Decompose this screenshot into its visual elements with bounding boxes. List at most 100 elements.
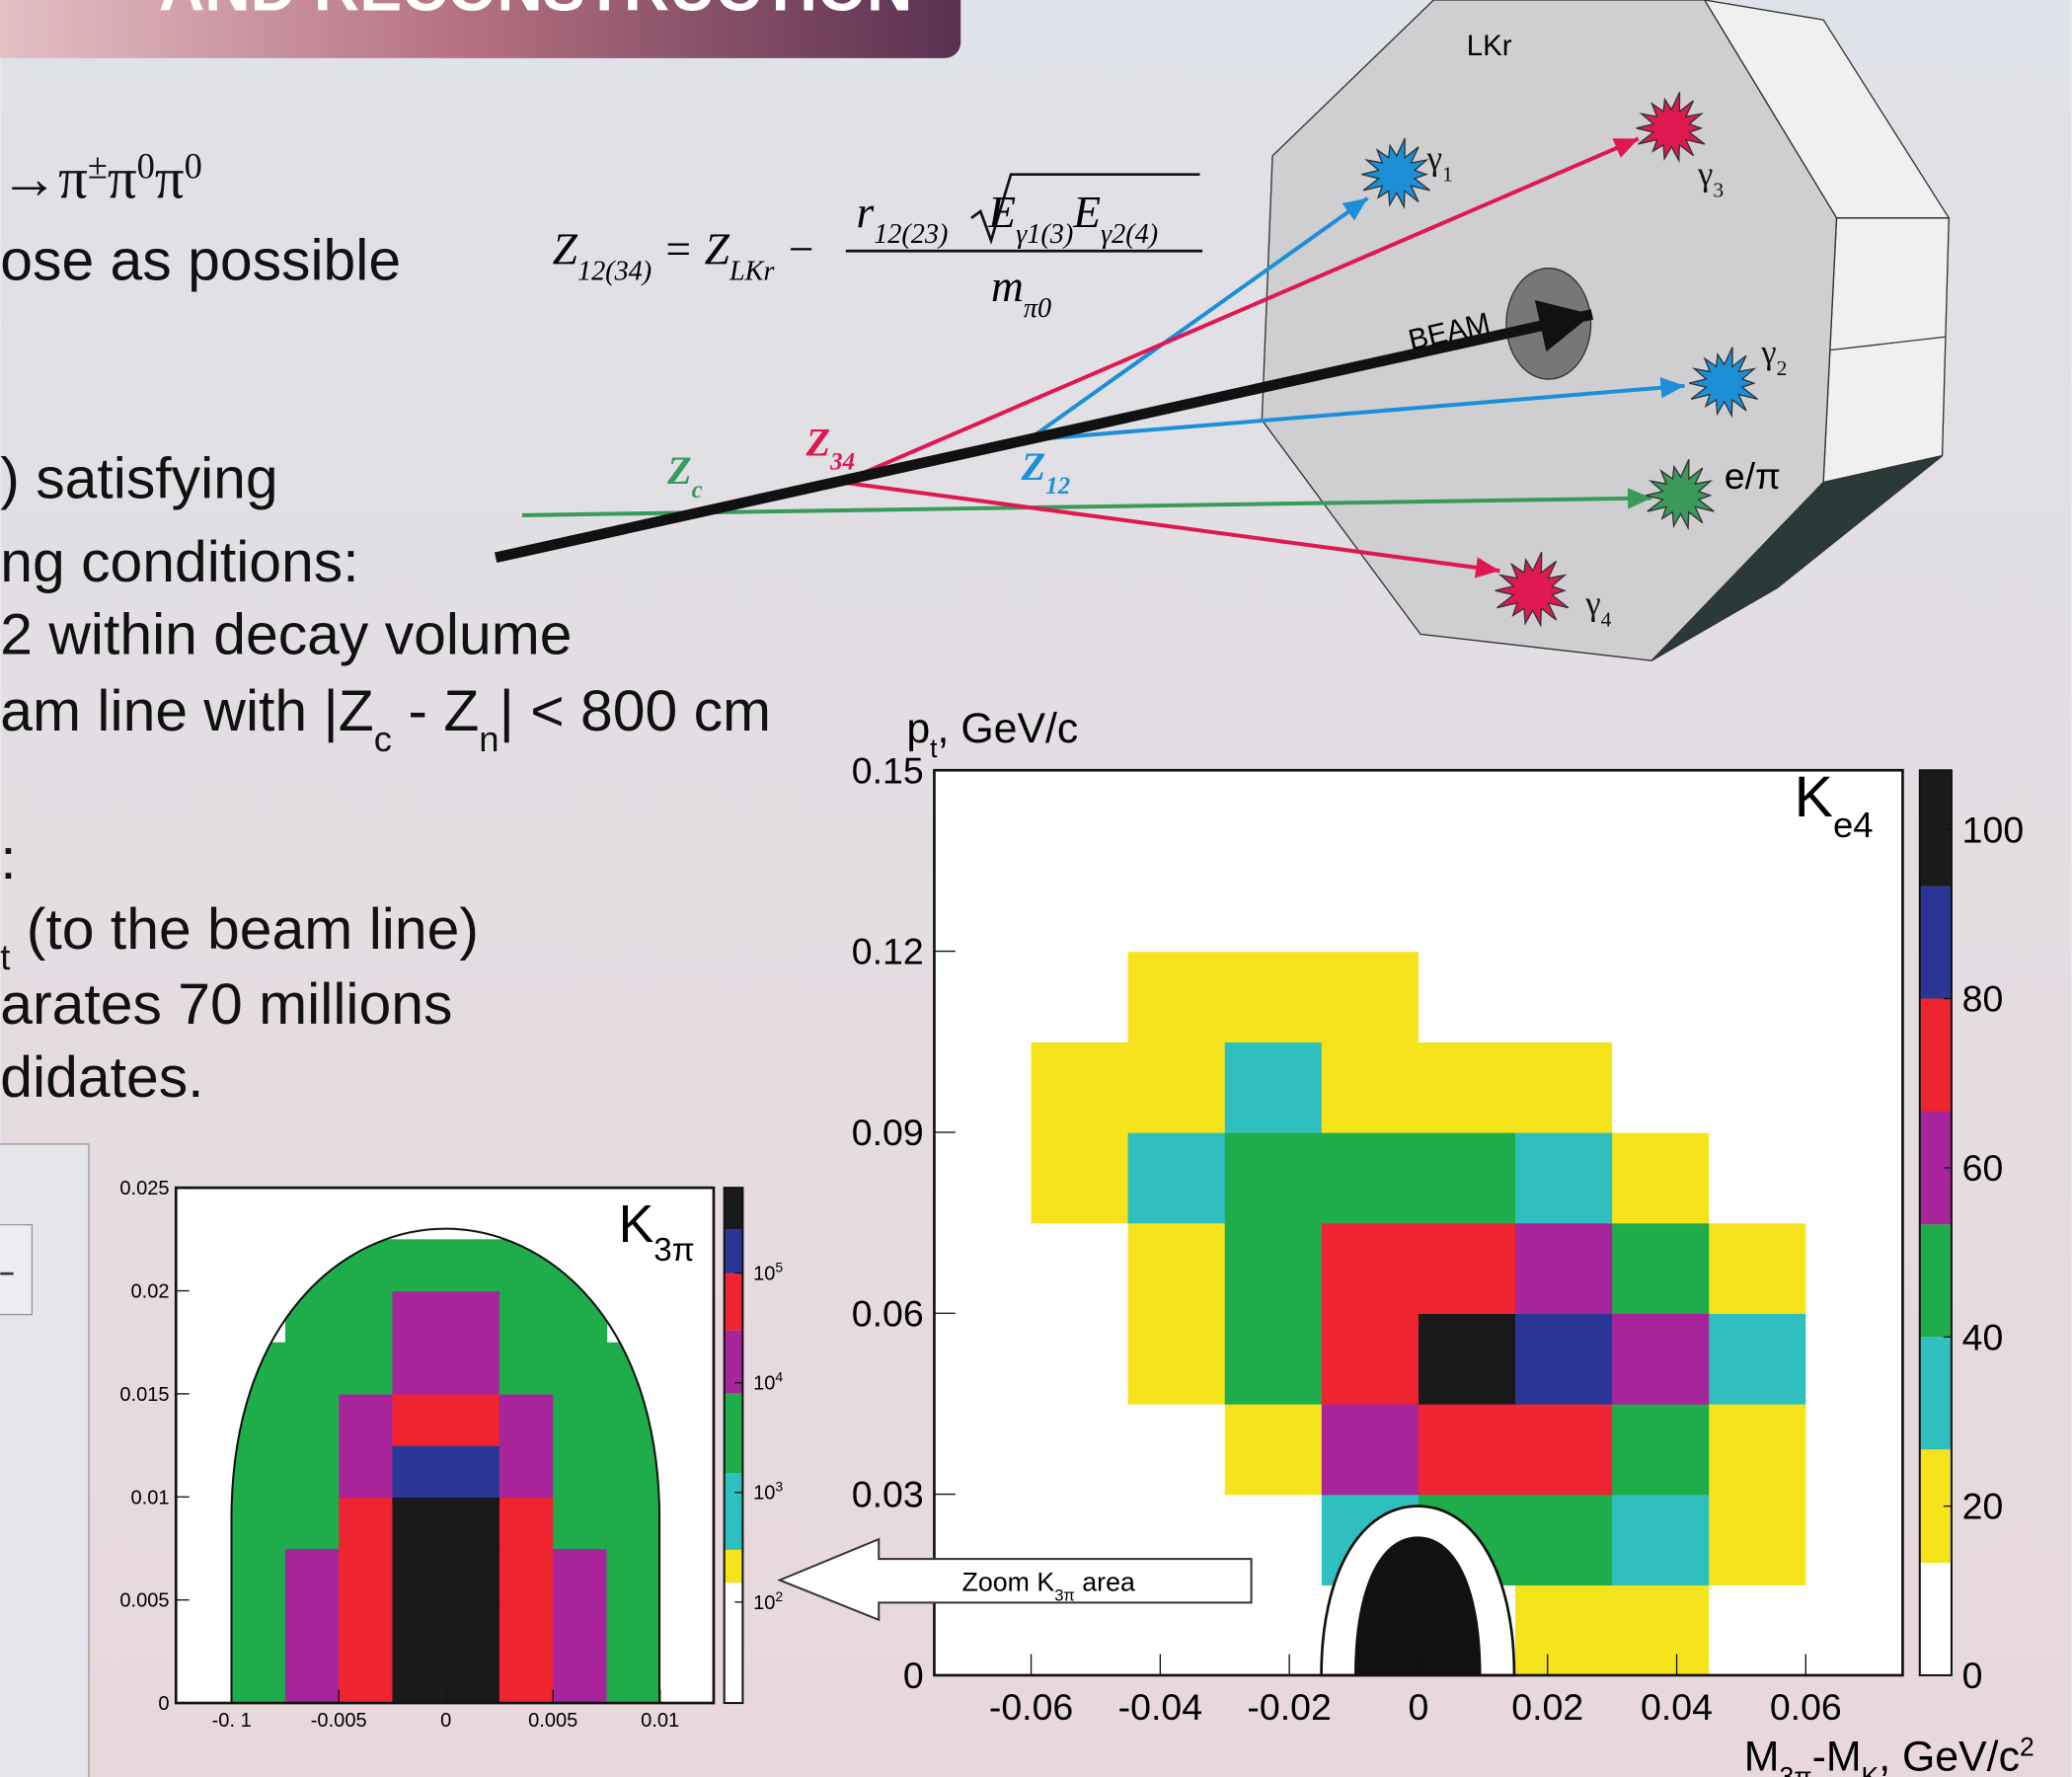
heatmap-cell xyxy=(1709,1132,1806,1223)
heatmap-cell xyxy=(1805,1132,1903,1223)
colorbar-label-base: 10 xyxy=(753,1592,775,1614)
heatmap-cell xyxy=(1225,1404,1323,1495)
y-tick-label: 0 xyxy=(158,1693,169,1715)
x-tick-label: -0.04 xyxy=(1118,1686,1202,1728)
colorbar-band xyxy=(1920,887,1952,999)
heatmap-cell xyxy=(1805,1584,1903,1675)
heatmap-cell xyxy=(499,1652,554,1704)
heatmap-cell xyxy=(232,1445,286,1498)
heatmap-cell xyxy=(1612,1223,1710,1314)
heatmap-cell xyxy=(606,1548,660,1600)
heatmap-cell xyxy=(392,1497,446,1549)
text-segment: 3 xyxy=(1713,178,1724,201)
heatmap-cell xyxy=(446,1445,500,1498)
colorbar-label-exp: 5 xyxy=(775,1260,783,1275)
text-segment: E xyxy=(1072,187,1101,237)
colorbar-band xyxy=(725,1229,743,1273)
heatmap-cell xyxy=(1322,1132,1420,1223)
heatmap-cell xyxy=(1032,1042,1129,1132)
heatmap-cell xyxy=(446,1497,500,1549)
colorbar-band xyxy=(1920,999,1952,1112)
text-segment: M xyxy=(1744,1733,1780,1777)
y-tick-label: 0.06 xyxy=(852,1292,924,1334)
heatmap-cell xyxy=(1322,952,1420,1043)
detector-label: LKr xyxy=(1467,30,1512,62)
heatmap-cell xyxy=(339,1291,393,1344)
heatmap-cell xyxy=(1419,1223,1516,1314)
heatmap-cell xyxy=(499,1291,554,1344)
heatmap-cell xyxy=(1515,1223,1613,1314)
y-tick-label: 0.01 xyxy=(131,1487,170,1508)
colorbar-label: 20 xyxy=(1962,1486,2004,1527)
heatmap-cell xyxy=(1709,1495,1806,1585)
x-tick-label: 0.02 xyxy=(1511,1686,1583,1728)
text-segment: : xyxy=(0,827,16,891)
y-tick-label: 0 xyxy=(903,1655,924,1696)
heatmap-cell xyxy=(1612,1404,1710,1495)
heatmap-cell xyxy=(553,1343,607,1395)
heatmap-cell xyxy=(1322,1042,1420,1132)
heatmap-cell xyxy=(285,1497,340,1549)
heatmap-cell xyxy=(553,1600,607,1653)
text-segment: K xyxy=(1862,1761,1880,1777)
heatmap-cell xyxy=(553,1497,607,1549)
heatmap-cell xyxy=(1032,770,1129,861)
colorbar-label-base: 10 xyxy=(753,1264,775,1285)
colorbar-label: 60 xyxy=(1962,1147,2004,1189)
heatmap-cell xyxy=(1032,952,1129,1043)
text-segment: π xyxy=(108,147,137,211)
heatmap-cell xyxy=(1515,861,1613,952)
x-tick-label: 0.01 xyxy=(641,1710,679,1732)
heatmap-cell xyxy=(392,1394,446,1446)
text-segment: 1 xyxy=(1442,162,1453,186)
heatmap-cell xyxy=(1419,861,1516,952)
text-segment: γ xyxy=(1697,154,1713,193)
heatmap-cell xyxy=(339,1652,393,1704)
heatmap-cell xyxy=(339,1548,393,1600)
heatmap-cell xyxy=(1805,1042,1903,1132)
text-segment: LKr xyxy=(729,256,775,286)
text-segment: 3π xyxy=(653,1231,694,1268)
colorbar-band xyxy=(1920,770,1952,886)
heatmap-cell xyxy=(934,952,1032,1043)
heatmap-cell xyxy=(1612,861,1710,952)
heatmap-cell xyxy=(1515,1313,1613,1404)
heatmap-cell xyxy=(1128,770,1226,861)
heatmap-cell xyxy=(392,1445,446,1498)
heatmap-cell xyxy=(392,1652,446,1704)
heatmap-cell xyxy=(1032,1223,1129,1314)
colorbar-label-exp: 4 xyxy=(775,1369,783,1385)
heatmap-cell xyxy=(1322,1313,1420,1404)
y-tick-label: 0.025 xyxy=(119,1178,169,1199)
body-text: ) satisfying xyxy=(0,447,277,511)
heatmap-cell xyxy=(1322,1223,1420,1314)
text-segment: - Z xyxy=(392,679,479,743)
text-segment: 3π xyxy=(1054,1585,1075,1604)
text-segment: p xyxy=(906,705,930,752)
heatmap-cell xyxy=(1612,1132,1710,1223)
heatmap-cell xyxy=(1128,1223,1226,1314)
heatmap-cell xyxy=(934,861,1032,952)
heatmap-cell xyxy=(1805,1313,1903,1404)
text-segment: E xyxy=(987,187,1016,237)
text-segment: 34 xyxy=(829,448,855,475)
heatmap-cell xyxy=(1805,1223,1903,1314)
text-segment: 2 within decay volume xyxy=(0,602,572,666)
heatmap-cell xyxy=(339,1600,393,1653)
heatmap-cell xyxy=(446,1548,500,1600)
body-text: ng conditions: xyxy=(0,530,358,594)
text-segment: − xyxy=(774,224,815,274)
heatmap-cell xyxy=(285,1600,340,1653)
heatmap-cell xyxy=(392,1239,446,1291)
text-segment: π0 xyxy=(1024,293,1051,324)
heatmap-cell xyxy=(1515,1495,1613,1585)
text-segment: e4 xyxy=(1833,805,1874,845)
colorbar-band xyxy=(725,1583,743,1703)
colorbar-label-base: 10 xyxy=(753,1483,775,1505)
heatmap-cell xyxy=(446,1291,500,1344)
heatmap-cell xyxy=(934,1042,1032,1132)
x-tick-label: 0.06 xyxy=(1770,1686,1842,1728)
text-segment: Z xyxy=(666,448,692,493)
colorbar-band xyxy=(725,1473,743,1550)
text-segment: K xyxy=(619,1196,654,1254)
